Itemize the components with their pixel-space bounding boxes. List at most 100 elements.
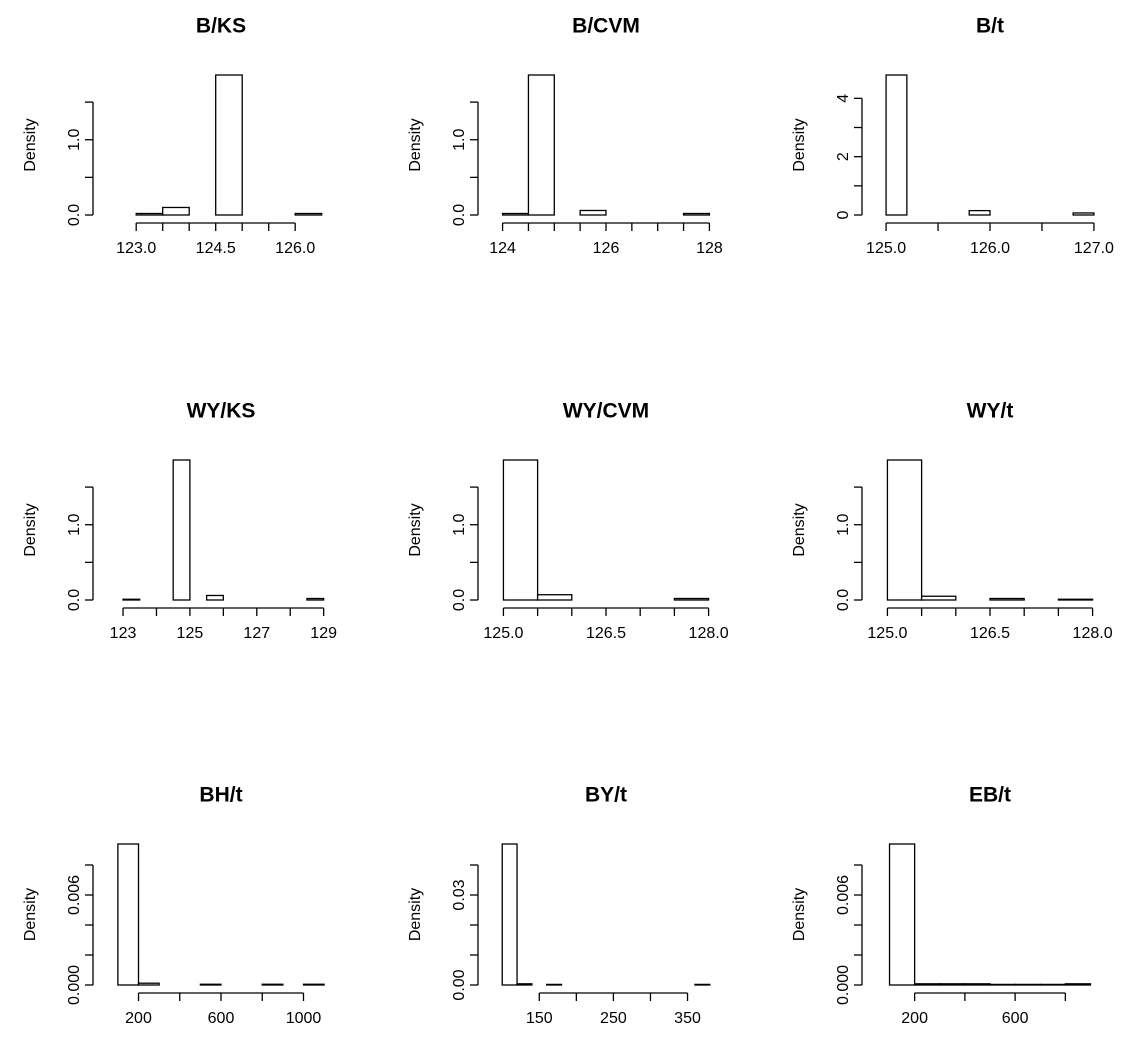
histogram-bar [205, 594, 224, 601]
chart-title: B/CVM [572, 15, 640, 38]
x-tick-label: 200 [125, 1010, 152, 1027]
histogram-bar [501, 843, 518, 986]
x-tick-label: 125.0 [483, 625, 523, 642]
y-tick-label: 0.000 [66, 965, 83, 1005]
x-tick-label: 200 [901, 1010, 928, 1027]
x-tick-label: 128.0 [1073, 625, 1113, 642]
y-tick-label: 0 [835, 210, 852, 219]
histogram-panel: WY/t 0.0 1.0 Density 125.0 126.5 128.0 [791, 400, 1113, 642]
histogram-bar [117, 843, 140, 986]
histogram-bar [306, 597, 325, 601]
x-tick-label: 128 [696, 240, 723, 257]
histogram-bar [536, 594, 573, 601]
y-axis-label: Density [22, 503, 39, 556]
histogram-bar [294, 212, 323, 216]
x-tick-label: 126.5 [586, 625, 626, 642]
chart-title: EB/t [969, 784, 1011, 807]
histogram-bar [964, 983, 991, 986]
histogram-bar [1064, 983, 1092, 986]
histogram-bar [1014, 983, 1041, 986]
y-tick-label: 1.0 [66, 514, 83, 536]
x-tick-label: 126.5 [970, 625, 1010, 642]
histogram-bar [516, 983, 533, 986]
y-tick-label: 0.006 [66, 875, 83, 915]
histogram-bar [502, 459, 539, 601]
x-tick-label: 125.0 [866, 240, 906, 257]
histogram-panel: WY/KS 0.0 1.0 Density 123 125 127 129 [22, 400, 337, 642]
histogram-bar [1039, 983, 1067, 986]
y-axis-label: Density [791, 888, 808, 941]
histogram-bar [527, 74, 555, 216]
histogram-bar [199, 983, 222, 986]
histogram-bar [989, 597, 1025, 601]
histogram-bar [682, 212, 711, 216]
chart-title: BH/t [199, 784, 242, 807]
y-tick-label: 0.0 [451, 589, 468, 611]
y-tick-label: 1.0 [451, 129, 468, 151]
chart-title: B/t [976, 15, 1004, 38]
y-tick-label: 0.0 [451, 204, 468, 226]
histogram-bar [913, 983, 941, 986]
histogram-panel: BY/t 0.00 0.03 Density 150 250 350 [407, 784, 711, 1027]
x-tick-label: 124.5 [196, 240, 236, 257]
histogram-bar [1072, 212, 1095, 216]
histogram-bar [579, 209, 607, 216]
histogram-bar [215, 74, 243, 216]
histogram-panel: B/KS 0.0 1.0 Density 123.0 124.5 126.0 [22, 15, 323, 257]
x-tick-label: 150 [526, 1010, 553, 1027]
histogram-panel: BH/t 0.000 0.006 Density 200 600 1000 [22, 784, 325, 1027]
y-axis-label: Density [791, 503, 808, 556]
x-tick-label: 123.0 [116, 240, 156, 257]
histogram-panel: B/CVM 0.0 1.0 Density 124 126 128 [407, 15, 723, 257]
x-tick-label: 124 [489, 240, 516, 257]
y-axis-label: Density [407, 888, 424, 941]
y-axis-label: Density [407, 118, 424, 171]
y-tick-label: 0.000 [835, 965, 852, 1005]
histogram-bar [162, 206, 190, 216]
x-tick-label: 126 [593, 240, 620, 257]
x-tick-label: 1000 [286, 1010, 322, 1027]
histogram-bar [885, 74, 908, 216]
x-tick-label: 126.0 [275, 240, 315, 257]
histogram-bar [302, 983, 325, 986]
y-tick-label: 1.0 [451, 514, 468, 536]
chart-title: BY/t [585, 784, 627, 807]
x-tick-label: 125.0 [867, 625, 907, 642]
y-tick-label: 0.00 [451, 969, 468, 1000]
x-tick-label: 127.0 [1074, 240, 1114, 257]
chart-title: WY/t [967, 400, 1014, 423]
y-axis-label: Density [22, 888, 39, 941]
histogram-bar [989, 983, 1016, 986]
chart-title: WY/KS [187, 400, 256, 423]
x-tick-label: 350 [674, 1010, 701, 1027]
histogram-bar [137, 982, 160, 986]
histogram-bar [546, 983, 563, 986]
histogram-bar [694, 983, 711, 986]
histogram-bar [501, 212, 530, 216]
histogram-bar [968, 209, 991, 216]
x-tick-label: 127 [243, 625, 270, 642]
x-tick-label: 128.0 [689, 625, 729, 642]
histogram-bar [920, 595, 957, 601]
histogram-bar [122, 598, 141, 601]
x-tick-label: 600 [1002, 1010, 1029, 1027]
y-axis-label: Density [407, 503, 424, 556]
y-tick-label: 0.03 [451, 879, 468, 910]
y-axis-label: Density [791, 118, 808, 171]
histogram-panel: B/t 0 2 4 Density 125.0 126.0 127.0 [791, 15, 1114, 257]
y-tick-label: 1.0 [835, 514, 852, 536]
x-tick-label: 125 [177, 625, 204, 642]
y-tick-label: 2 [835, 152, 852, 161]
y-tick-label: 1.0 [66, 129, 83, 151]
y-tick-label: 0.0 [66, 589, 83, 611]
y-tick-label: 0.006 [835, 875, 852, 915]
x-tick-label: 250 [600, 1010, 627, 1027]
y-tick-label: 0.0 [66, 204, 83, 226]
histogram-bar [886, 459, 923, 601]
x-tick-label: 126.0 [970, 240, 1010, 257]
y-axis-label: Density [22, 118, 39, 171]
histogram-panel: WY/CVM 0.0 1.0 Density 125.0 126.5 128.0 [407, 400, 729, 642]
x-tick-label: 123 [110, 625, 137, 642]
x-tick-label: 600 [208, 1010, 235, 1027]
